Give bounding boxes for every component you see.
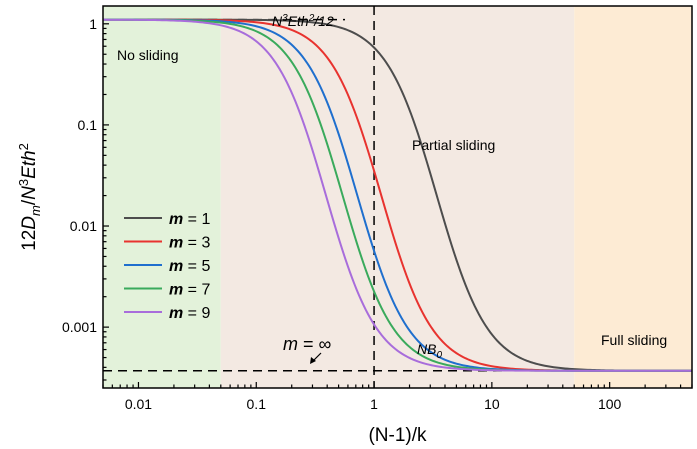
- x-tick-label: 10: [484, 396, 500, 412]
- sliding-regions: [103, 6, 692, 388]
- y-tick-label: 0.01: [70, 218, 97, 234]
- legend-label-m-7: m = 7: [169, 282, 210, 299]
- asymptote-arrow-head: [310, 357, 316, 364]
- region-label-partial-sliding: Partial sliding: [412, 137, 495, 153]
- x-tick-label: 1: [370, 396, 378, 412]
- legend-label-m-3: m = 3: [169, 235, 210, 252]
- y-tick-label: 0.1: [78, 117, 98, 133]
- legend-label-m-5: m = 5: [169, 258, 210, 275]
- series-lines: [103, 18, 692, 372]
- region-full-sliding: [574, 6, 692, 388]
- lower-limit-label: NB0: [417, 341, 442, 361]
- y-tick-label: 1: [89, 16, 97, 32]
- region-partial-sliding: [220, 6, 575, 388]
- series-line-m-9: [103, 18, 692, 372]
- plot-frame: [102, 5, 693, 389]
- region-label-full-sliding: Full sliding: [601, 332, 667, 348]
- legend-label-m-1: m = 1: [169, 211, 210, 228]
- legend-label-m-9: m = 9: [169, 305, 210, 322]
- x-tick-label: 0.1: [247, 396, 267, 412]
- y-axis-title: 12Dm/N3Eth2: [16, 143, 43, 251]
- legend: m = 1 m = 3 m = 5 m = 7 m = 9: [124, 211, 210, 322]
- axes: [102, 5, 693, 389]
- region-no-sliding: [103, 6, 221, 388]
- asymptote-label: m = ∞: [283, 334, 332, 354]
- x-axis-title: (N-1)/k: [368, 425, 427, 446]
- y-tick-label: 0.001: [62, 319, 97, 335]
- x-tick-label: 100: [598, 396, 622, 412]
- upper-limit-label: N3Eth2/12: [272, 13, 334, 29]
- region-label-no-sliding: No sliding: [117, 47, 178, 63]
- ticks: 0.01 0.1 1 10 100 0.001 0.01 0.1 1: [62, 16, 693, 412]
- x-tick-label: 0.01: [125, 396, 152, 412]
